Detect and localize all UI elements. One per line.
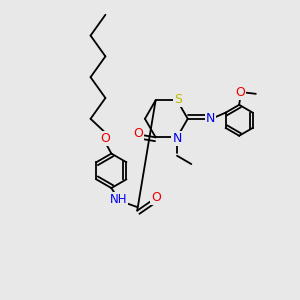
Text: O: O: [100, 132, 110, 145]
Text: NH: NH: [110, 193, 128, 206]
Text: O: O: [236, 86, 245, 99]
Text: O: O: [151, 191, 161, 204]
Text: O: O: [134, 127, 143, 140]
Text: N: N: [206, 112, 215, 125]
Text: S: S: [174, 93, 182, 106]
Text: N: N: [172, 132, 182, 145]
